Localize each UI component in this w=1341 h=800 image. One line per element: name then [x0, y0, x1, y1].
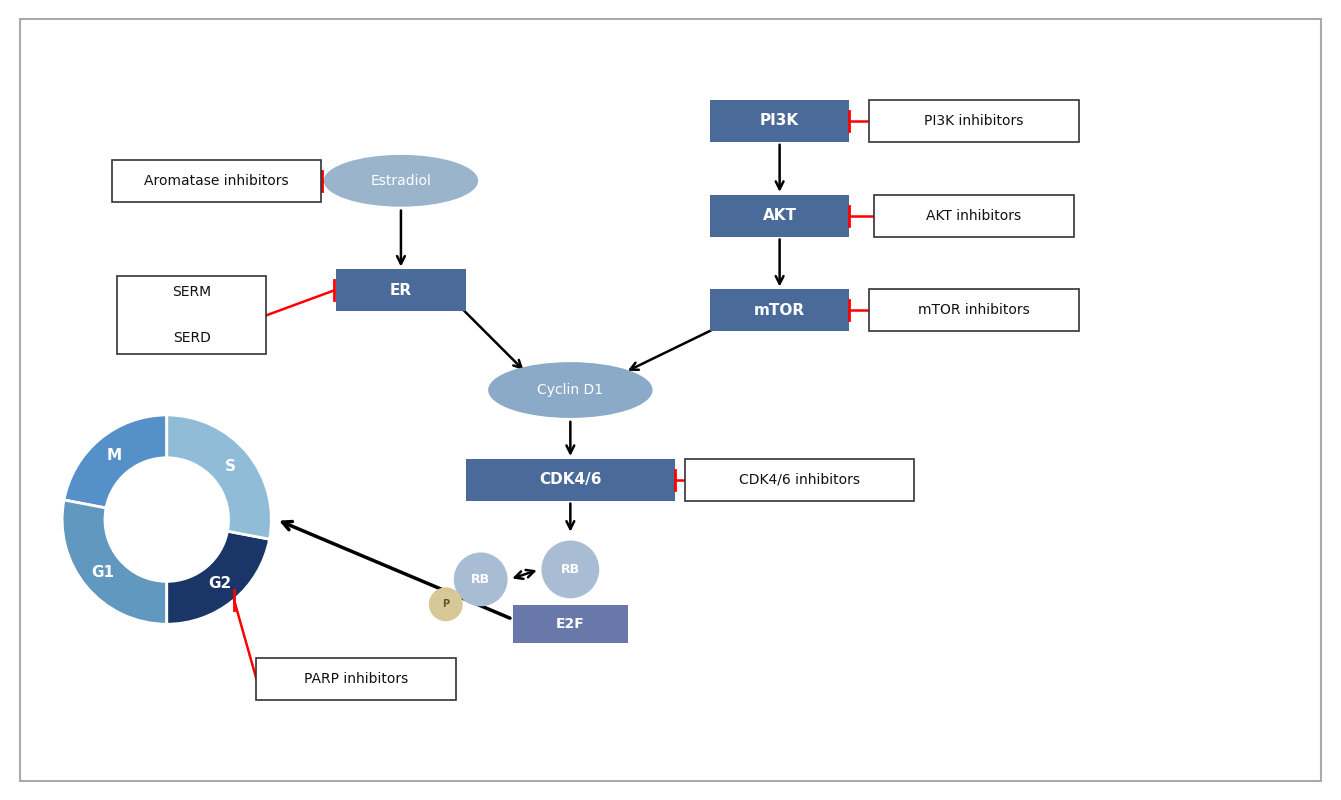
Text: CDK4/6: CDK4/6: [539, 472, 602, 487]
Text: S: S: [225, 459, 236, 474]
Circle shape: [429, 587, 463, 622]
Wedge shape: [166, 531, 270, 624]
FancyBboxPatch shape: [869, 100, 1078, 142]
FancyBboxPatch shape: [709, 290, 849, 331]
Text: PARP inhibitors: PARP inhibitors: [304, 672, 408, 686]
Text: Estradiol: Estradiol: [370, 174, 432, 188]
Ellipse shape: [488, 362, 653, 418]
FancyBboxPatch shape: [869, 290, 1078, 331]
Text: P: P: [443, 599, 449, 610]
Text: RB: RB: [471, 573, 491, 586]
Text: M: M: [106, 448, 121, 463]
Text: G2: G2: [208, 576, 232, 591]
FancyBboxPatch shape: [337, 270, 465, 311]
Wedge shape: [62, 500, 166, 624]
FancyBboxPatch shape: [709, 194, 849, 237]
FancyBboxPatch shape: [111, 160, 322, 202]
Circle shape: [105, 458, 228, 582]
Text: mTOR inhibitors: mTOR inhibitors: [919, 303, 1030, 318]
Wedge shape: [64, 415, 166, 508]
FancyBboxPatch shape: [256, 658, 456, 700]
FancyBboxPatch shape: [514, 606, 628, 643]
FancyBboxPatch shape: [465, 458, 675, 501]
FancyBboxPatch shape: [117, 277, 267, 354]
FancyBboxPatch shape: [20, 19, 1321, 781]
Text: E2F: E2F: [557, 618, 585, 631]
Text: SERM

SERD: SERM SERD: [172, 286, 212, 345]
FancyBboxPatch shape: [709, 100, 849, 142]
FancyBboxPatch shape: [874, 194, 1074, 237]
Circle shape: [453, 553, 507, 606]
Text: Aromatase inhibitors: Aromatase inhibitors: [145, 174, 288, 188]
Text: RB: RB: [561, 563, 579, 576]
Text: PI3K inhibitors: PI3K inhibitors: [924, 114, 1023, 128]
Circle shape: [542, 541, 599, 598]
FancyBboxPatch shape: [685, 458, 915, 501]
Text: ER: ER: [390, 283, 412, 298]
Text: mTOR: mTOR: [754, 303, 805, 318]
Text: CDK4/6 inhibitors: CDK4/6 inhibitors: [739, 473, 860, 486]
Text: AKT inhibitors: AKT inhibitors: [927, 209, 1022, 222]
Text: G1: G1: [91, 565, 114, 580]
Text: AKT: AKT: [763, 208, 797, 223]
Text: PI3K: PI3K: [760, 114, 799, 129]
Wedge shape: [166, 415, 271, 539]
Text: Cyclin D1: Cyclin D1: [538, 383, 603, 397]
Ellipse shape: [323, 155, 479, 206]
